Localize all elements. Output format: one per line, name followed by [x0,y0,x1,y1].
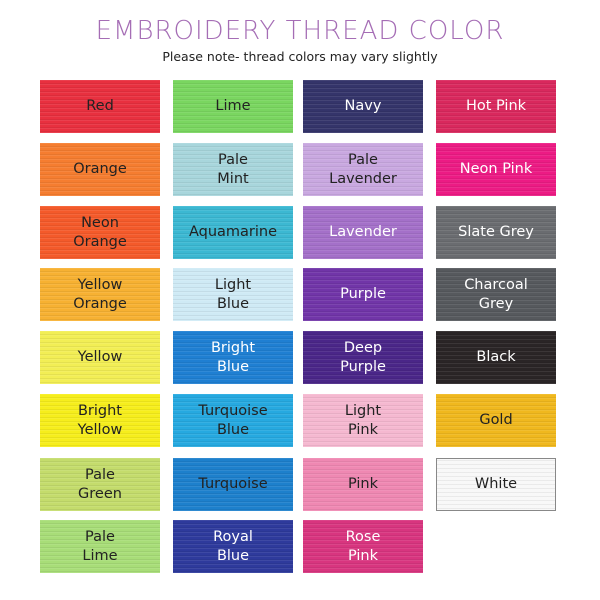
swatch-hot-pink: Hot Pink [436,80,556,133]
swatch-label: Royal Blue [213,528,253,564]
swatch-label: Bright Yellow [77,402,123,438]
swatch-lime: Lime [173,80,293,133]
swatch-label: Neon Orange [73,214,127,250]
swatch-label: Red [86,98,114,114]
swatch-label: Yellow Orange [73,276,127,312]
swatch-yellow-orange: Yellow Orange [40,268,160,321]
swatch-light-pink: Light Pink [303,394,423,447]
swatch-label: Lavender [329,224,397,240]
swatch-pale-green: Pale Green [40,458,160,511]
swatch-neon-orange: Neon Orange [40,206,160,259]
swatch-label: Turquoise [198,476,268,492]
swatch-charcoal-grey: Charcoal Grey [436,268,556,321]
swatch-slate-grey: Slate Grey [436,206,556,259]
swatch-lavender: Lavender [303,206,423,259]
swatch-white: White [436,458,556,511]
swatch-label: Lime [215,98,251,114]
swatch-label: Light Pink [344,402,382,438]
swatch-orange: Orange [40,143,160,196]
swatch-label: Aquamarine [188,224,278,240]
swatch-label: White [474,476,518,492]
swatch-label: Navy [344,98,382,114]
page-subtitle: Please note- thread colors may vary slig… [162,49,438,64]
swatch-navy: Navy [303,80,423,133]
swatch-rose-pink: Rose Pink [303,520,423,573]
swatch-label: Charcoal Grey [464,276,528,312]
swatch-bright-blue: Bright Blue [173,331,293,384]
swatch-yellow: Yellow [40,331,160,384]
swatch-pale-lime: Pale Lime [40,520,160,573]
swatch-label: Bright Blue [210,339,256,375]
swatch-purple: Purple [303,268,423,321]
swatch-gold: Gold [436,394,556,447]
swatch-pink: Pink [303,458,423,511]
swatch-label: Gold [479,412,513,428]
swatch-label: Pale Lime [82,528,118,564]
swatch-label: Purple [340,286,386,302]
swatch-label: Pale Green [78,466,122,502]
swatch-neon-pink: Neon Pink [436,143,556,196]
swatch-label: Pale Mint [217,151,249,187]
swatch-pale-mint: Pale Mint [173,143,293,196]
swatch-turquoise: Turquoise [173,458,293,511]
swatch-black: Black [436,331,556,384]
swatch-light-blue: Light Blue [173,268,293,321]
swatch-pale-lavender: Pale Lavender [303,143,423,196]
swatch-label: Hot Pink [465,98,527,114]
swatch-royal-blue: Royal Blue [173,520,293,573]
swatch-label: Turquoise Blue [198,402,268,438]
swatch-label: Orange [73,161,127,177]
swatch-label: Light Blue [214,276,252,312]
swatch-label: Black [476,349,516,365]
swatch-label: Pale Lavender [329,151,397,187]
swatch-label: Rose Pink [345,528,381,564]
swatch-label: Yellow [77,349,123,365]
swatch-deep-purple: Deep Purple [303,331,423,384]
swatch-red: Red [40,80,160,133]
swatch-label: Deep Purple [340,339,386,375]
swatch-label: Neon Pink [459,161,533,177]
swatch-bright-yellow: Bright Yellow [40,394,160,447]
page-title: EMBROIDERY THREAD COLOR [95,16,505,46]
swatch-label: Slate Grey [458,224,534,240]
swatch-turquoise-blue: Turquoise Blue [173,394,293,447]
swatch-label: Pink [347,476,379,492]
swatch-aquamarine: Aquamarine [173,206,293,259]
